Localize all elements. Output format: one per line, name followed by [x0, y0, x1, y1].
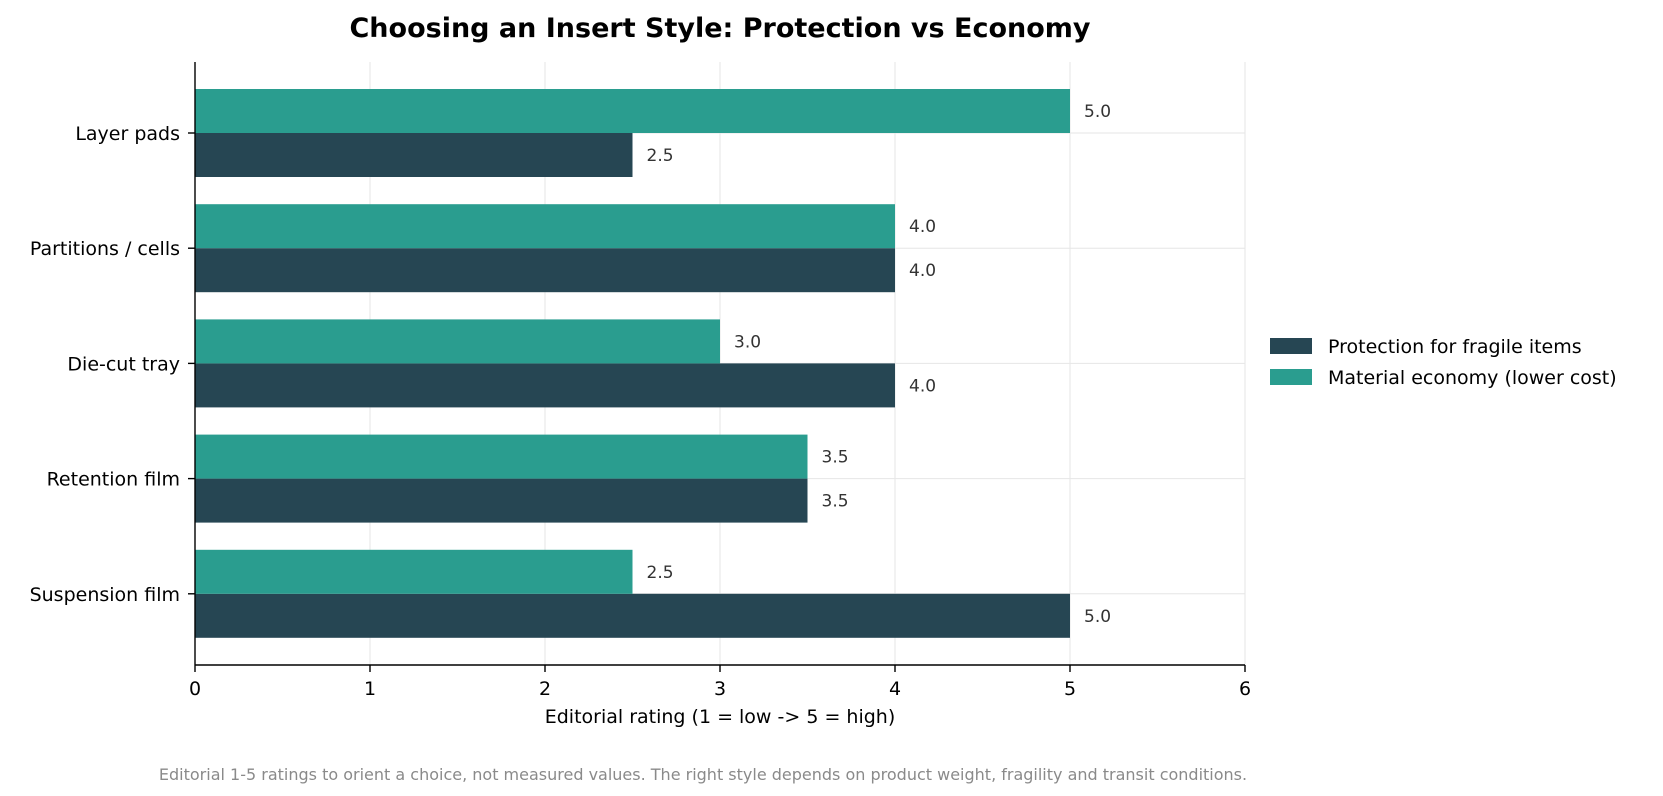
data-labels: 2.5 5.0 4.0 4.0 4.0 3.0 3.5 3.5 5.0 2.5 [647, 102, 1112, 627]
data-label: 4.0 [909, 217, 936, 237]
legend-swatch [1270, 369, 1312, 385]
y-tick-label: Suspension film [30, 584, 180, 606]
x-tick-label: 1 [364, 678, 376, 700]
bar-protection [195, 363, 895, 408]
bar-economy [195, 549, 633, 594]
bar-economy [195, 434, 808, 479]
legend-swatch [1270, 338, 1312, 354]
y-tick-label: Layer pads [75, 123, 180, 145]
data-label: 3.5 [822, 448, 849, 468]
chart-title: Choosing an Insert Style: Protection vs … [349, 13, 1090, 44]
bars [195, 89, 1070, 638]
bar-protection [195, 593, 1070, 638]
y-tick-label: Partitions / cells [30, 238, 180, 260]
bar-protection [195, 478, 808, 523]
data-label: 5.0 [1084, 607, 1111, 627]
data-label: 2.5 [647, 563, 674, 583]
axes: 0 1 2 3 4 5 6 Layer pads Partitions / cells Die-c… [30, 62, 1251, 700]
bar-protection [195, 133, 633, 177]
x-tick-label: 3 [714, 678, 726, 700]
bar-protection [195, 248, 895, 293]
data-label: 3.5 [822, 492, 849, 512]
footnote: Editorial 1-5 ratings to orient a choice… [159, 765, 1247, 784]
y-tick-label: Die-cut tray [67, 353, 180, 375]
x-tick-label: 4 [889, 678, 901, 700]
data-label: 3.0 [734, 332, 761, 352]
x-tick-label: 0 [189, 678, 201, 700]
bar-economy [195, 89, 1070, 133]
legend: Protection for fragile items Material eco… [1270, 336, 1617, 389]
bar-economy [195, 319, 720, 364]
legend-label: Protection for fragile items [1328, 336, 1582, 358]
data-label: 4.0 [909, 261, 936, 281]
x-tick-label: 6 [1239, 678, 1251, 700]
data-label: 2.5 [647, 146, 674, 166]
legend-label: Material economy (lower cost) [1328, 367, 1617, 389]
data-label: 4.0 [909, 376, 936, 396]
data-label: 5.0 [1084, 102, 1111, 122]
x-tick-label: 5 [1064, 678, 1076, 700]
y-tick-label: Retention film [47, 469, 180, 491]
x-tick-label: 2 [539, 678, 551, 700]
bar-economy [195, 204, 895, 249]
x-axis-label: Editorial rating (1 = low -> 5 = high) [545, 706, 896, 728]
